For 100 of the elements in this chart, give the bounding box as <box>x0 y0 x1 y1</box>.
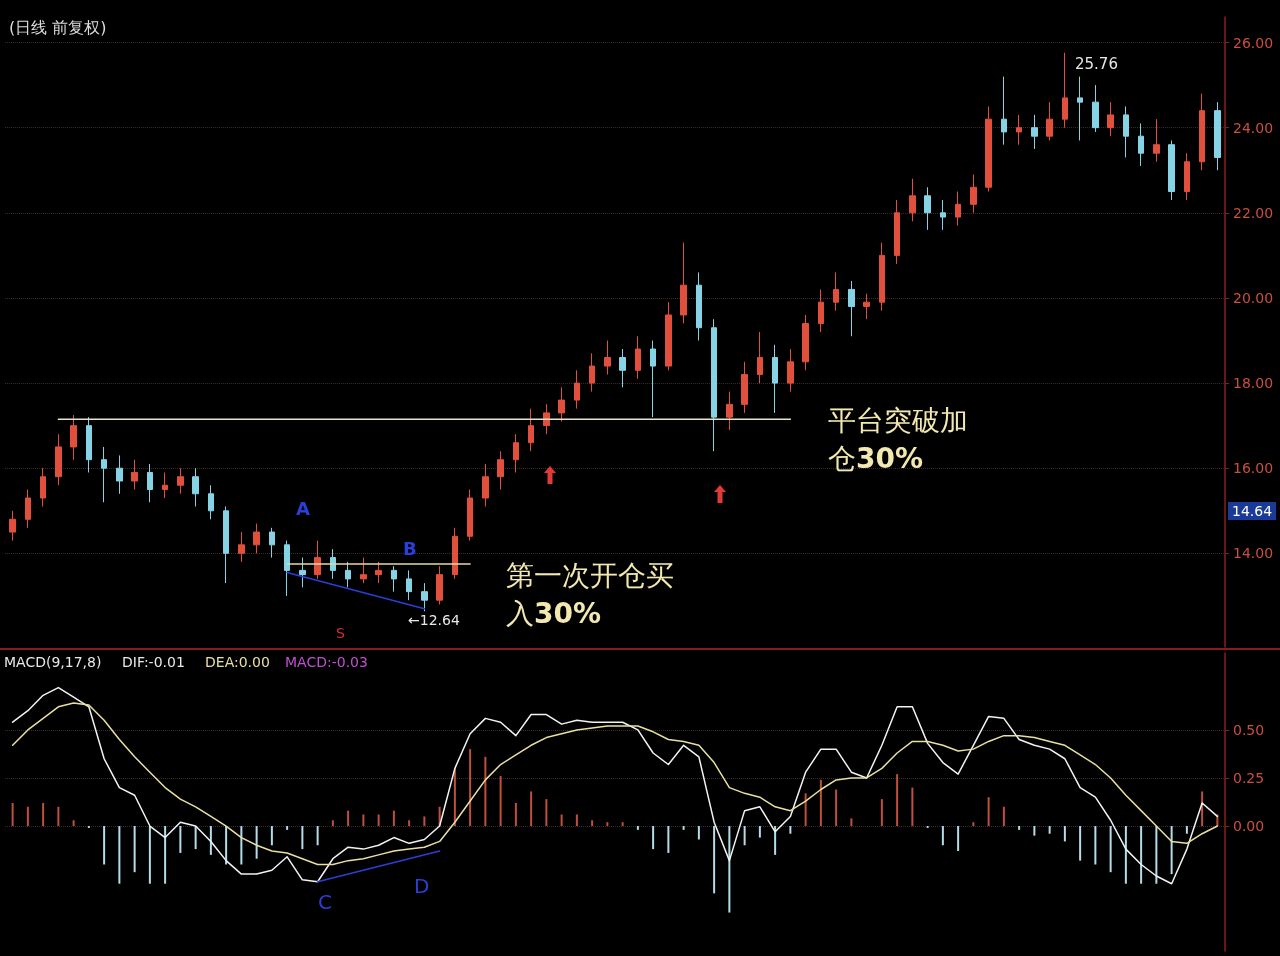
candlestick <box>497 450 504 490</box>
y-tick-label: 20.00 <box>1233 289 1274 306</box>
bar <box>1140 826 1143 884</box>
bar <box>240 826 243 865</box>
bar <box>194 826 197 850</box>
candlestick <box>528 408 534 452</box>
annotation: ←12.64 <box>408 612 460 628</box>
bar <box>270 826 273 846</box>
bar <box>255 826 258 859</box>
candlestick <box>924 186 931 231</box>
bar <box>316 826 319 846</box>
y-tick-label: 0.50 <box>1233 721 1265 738</box>
candlestick <box>208 484 214 520</box>
candlestick <box>909 178 916 222</box>
bar <box>575 814 578 827</box>
bar <box>987 797 990 827</box>
bar <box>1170 826 1173 875</box>
bar <box>377 814 380 827</box>
bar <box>1018 826 1021 830</box>
bar <box>469 749 472 827</box>
y-tick-label: 22.00 <box>1233 204 1274 221</box>
candlestick <box>848 280 855 337</box>
bar <box>347 810 350 827</box>
candlestick <box>970 174 977 214</box>
candlestick <box>1092 84 1099 133</box>
candlestick <box>833 271 839 312</box>
candlestick <box>116 454 123 495</box>
bar <box>560 814 563 827</box>
annotation: A <box>296 498 310 519</box>
line-series <box>11 702 1219 866</box>
bar <box>484 756 487 827</box>
candlestick <box>741 361 748 414</box>
y-tick-label: 0.25 <box>1233 769 1265 786</box>
bar <box>42 802 45 827</box>
candlestick <box>543 403 550 435</box>
candlestick <box>772 344 778 414</box>
bar <box>774 826 777 855</box>
bar <box>606 822 609 827</box>
y-tick-label: 18.00 <box>1233 375 1274 392</box>
candlestick <box>985 105 992 193</box>
candlestick <box>818 288 824 333</box>
bar <box>789 826 792 834</box>
candlestick <box>360 557 367 584</box>
annotation: C <box>318 890 332 914</box>
bar <box>209 826 212 855</box>
candlestick <box>482 463 489 508</box>
candlestick <box>269 527 275 559</box>
candlestick <box>940 199 946 231</box>
candlestick <box>25 489 31 529</box>
candlestick <box>894 199 900 265</box>
bar <box>1185 826 1188 834</box>
bar <box>819 779 822 827</box>
annotation: 第一次开仓买入30% <box>506 559 674 630</box>
candlestick <box>436 565 443 605</box>
bar <box>26 806 29 827</box>
y-tick-label: 26.00 <box>1233 34 1274 51</box>
candlestick <box>375 561 382 584</box>
candlestick <box>726 391 733 431</box>
bar <box>911 787 914 827</box>
bar <box>57 806 60 827</box>
bar <box>1033 826 1036 836</box>
candlestick <box>101 446 107 503</box>
candlestick <box>131 459 138 490</box>
candlestick <box>1031 114 1038 150</box>
bar <box>941 826 944 846</box>
bar <box>133 826 136 873</box>
bar <box>118 826 121 884</box>
candlestick <box>223 506 229 584</box>
candlestick <box>253 523 260 554</box>
bar <box>1048 826 1051 834</box>
candlestick <box>604 340 611 376</box>
bar <box>179 826 182 853</box>
bar <box>652 826 655 850</box>
candlestick <box>574 369 580 410</box>
bar <box>499 776 502 827</box>
annotation: DEA:0.00 <box>205 654 270 670</box>
candlestick <box>162 471 168 499</box>
candlestick <box>314 540 321 580</box>
bar <box>331 820 334 827</box>
bar <box>392 810 395 827</box>
bar <box>545 799 548 827</box>
candlestick <box>147 463 153 503</box>
y-tick-label: 16.00 <box>1233 460 1274 477</box>
bar <box>728 826 731 913</box>
candlestick <box>86 416 92 473</box>
candlestick <box>452 527 458 580</box>
bar <box>453 768 456 827</box>
bar <box>1109 826 1112 873</box>
bar <box>758 826 761 838</box>
candlestick <box>55 433 62 486</box>
candlestick <box>955 191 961 227</box>
candlestick <box>1001 76 1007 146</box>
bar <box>1201 791 1204 827</box>
bar <box>362 814 365 827</box>
bar <box>667 826 670 853</box>
candlestick <box>635 335 641 380</box>
chart-title: (日线 前复权) <box>9 17 107 37</box>
bar <box>103 826 106 865</box>
candlestick <box>406 569 412 601</box>
bar <box>530 791 533 827</box>
